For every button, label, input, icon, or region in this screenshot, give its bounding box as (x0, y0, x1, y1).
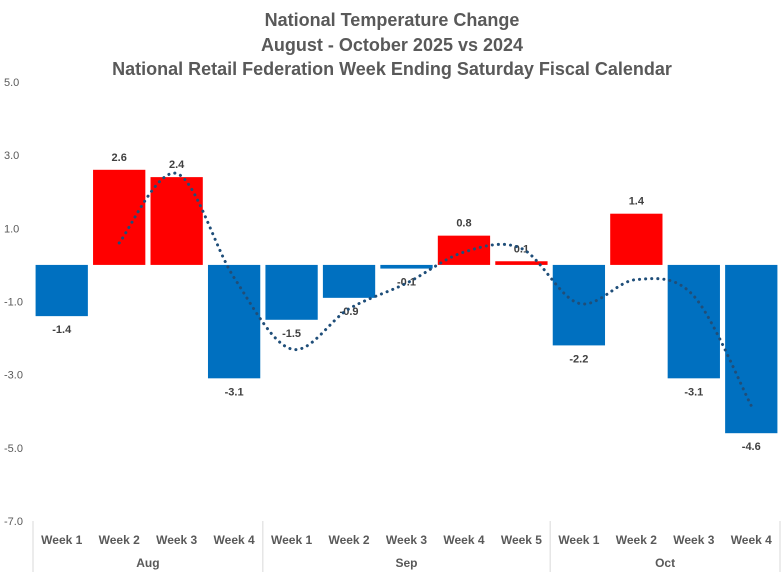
y-tick-label: 3.0 (4, 150, 19, 162)
week-label: Week 1 (558, 533, 599, 547)
bar (35, 264, 88, 317)
bar (93, 169, 146, 265)
data-label: -3.1 (225, 386, 244, 398)
week-label: Week 3 (386, 533, 427, 547)
chart-title-line-1: National Temperature Change (264, 10, 520, 30)
week-label: Week 3 (673, 533, 714, 547)
bar (552, 264, 606, 346)
month-group-label: Oct (655, 556, 675, 570)
y-tick-label: -7.0 (4, 516, 23, 528)
data-label: -2.2 (569, 353, 588, 365)
data-label: 2.4 (169, 159, 185, 171)
y-tick-label: -1.0 (4, 297, 23, 309)
bar (150, 177, 203, 265)
data-label: -4.6 (742, 441, 761, 453)
data-label: -0.9 (340, 306, 359, 318)
week-label: Week 5 (501, 533, 542, 547)
week-label: Week 2 (99, 533, 140, 547)
y-tick-label: 1.0 (4, 223, 19, 235)
bar (265, 264, 318, 320)
week-label: Week 4 (443, 533, 484, 547)
chart-title-line-3: National Retail Federation Week Ending S… (112, 59, 672, 79)
week-label: Week 2 (616, 533, 657, 547)
month-group-label: Sep (395, 556, 417, 570)
week-label: Week 2 (328, 533, 369, 547)
y-tick-label: -3.0 (4, 370, 23, 382)
data-label: 0.8 (456, 218, 471, 230)
bar (610, 213, 663, 265)
data-label: 1.4 (629, 196, 645, 208)
bar (207, 264, 261, 379)
data-label: -1.4 (52, 324, 72, 336)
y-tick-label: 5.0 (4, 77, 19, 89)
bar (322, 264, 376, 298)
trendline-moving-average (117, 171, 753, 408)
bar (495, 261, 548, 265)
chart-title-line-2: August - October 2025 vs 2024 (260, 35, 524, 55)
month-group-label: Aug (136, 556, 159, 570)
y-tick-label: -5.0 (4, 443, 23, 455)
bar (380, 264, 433, 269)
week-label: Week 4 (214, 533, 255, 547)
week-label: Week 1 (41, 533, 82, 547)
data-label: -0.1 (397, 277, 416, 289)
data-label: 2.6 (112, 152, 127, 164)
data-label: -1.5 (282, 328, 301, 340)
week-label: Week 3 (156, 533, 197, 547)
week-label: Week 1 (271, 533, 312, 547)
data-label: -3.1 (684, 386, 703, 398)
week-label: Week 4 (731, 533, 772, 547)
bar (725, 264, 778, 434)
